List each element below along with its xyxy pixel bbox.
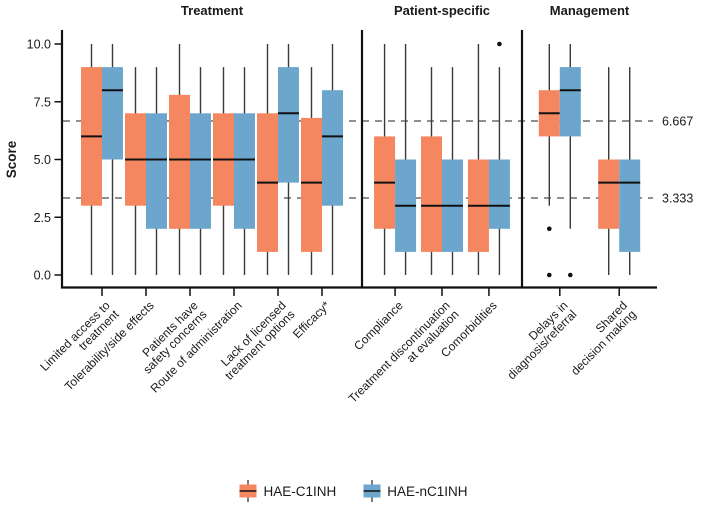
outlier-point-HAE-C1INH xyxy=(547,272,552,278)
facet-header-0: Treatment xyxy=(181,3,244,18)
box-HAE-nC1INH xyxy=(278,67,299,183)
x-category-label: Delays indiagnosis/referral xyxy=(496,298,580,382)
x-category-label-text: Delays indiagnosis/referral xyxy=(496,298,580,382)
legend: HAE-C1INH HAE-nC1INH xyxy=(0,473,706,509)
legend-item-hae-nc1inh: HAE-nC1INH xyxy=(362,479,468,503)
box-HAE-nC1INH xyxy=(559,67,581,137)
y-axis-title: Score xyxy=(4,140,19,178)
facet-header-2: Management xyxy=(550,3,630,18)
outlier-point-HAE-C1INH xyxy=(547,226,552,232)
box-HAE-C1INH xyxy=(598,159,620,229)
outlier-point-HAE-nC1INH xyxy=(497,41,502,47)
y-tick-label: 5.0 xyxy=(34,153,51,167)
box-HAE-nC1INH xyxy=(234,113,255,229)
box-HAE-nC1INH xyxy=(322,90,343,206)
y-tick-label: 7.5 xyxy=(34,95,51,109)
reference-line-label-6.667: 6.667 xyxy=(662,114,693,128)
legend-item-hae-c1inh: HAE-C1INH xyxy=(238,479,336,503)
box-HAE-nC1INH xyxy=(619,159,641,252)
box-HAE-nC1INH xyxy=(146,113,167,229)
box-HAE-C1INH xyxy=(421,136,442,252)
boxplot-key-icon-hae-c1inh xyxy=(239,480,257,502)
y-tick-label: 10.0 xyxy=(27,38,51,52)
facet-header-1: Patient-specific xyxy=(394,3,490,18)
x-category-label: Efficacy* xyxy=(290,298,333,341)
box-HAE-nC1INH xyxy=(488,159,510,229)
reference-line-label-3.333: 3.333 xyxy=(662,192,693,206)
chart-area: 6.667 3.333 Treatment Limited access totrea… xyxy=(4,3,693,406)
y-tick-label: 2.5 xyxy=(34,211,51,225)
box-HAE-nC1INH xyxy=(190,113,211,229)
boxplot-key-icon-hae-nc1inh xyxy=(363,480,381,502)
legend-label-hae-nc1inh: HAE-nC1INH xyxy=(387,483,468,499)
x-category-label-text: Efficacy* xyxy=(290,298,333,341)
legend-label-hae-c1inh: HAE-C1INH xyxy=(263,483,337,499)
y-tick-label: 0.0 xyxy=(34,269,51,283)
box-HAE-C1INH xyxy=(169,94,190,229)
box-HAE-C1INH xyxy=(301,117,322,252)
box-HAE-nC1INH xyxy=(102,67,123,160)
outlier-point-HAE-nC1INH xyxy=(568,272,573,278)
